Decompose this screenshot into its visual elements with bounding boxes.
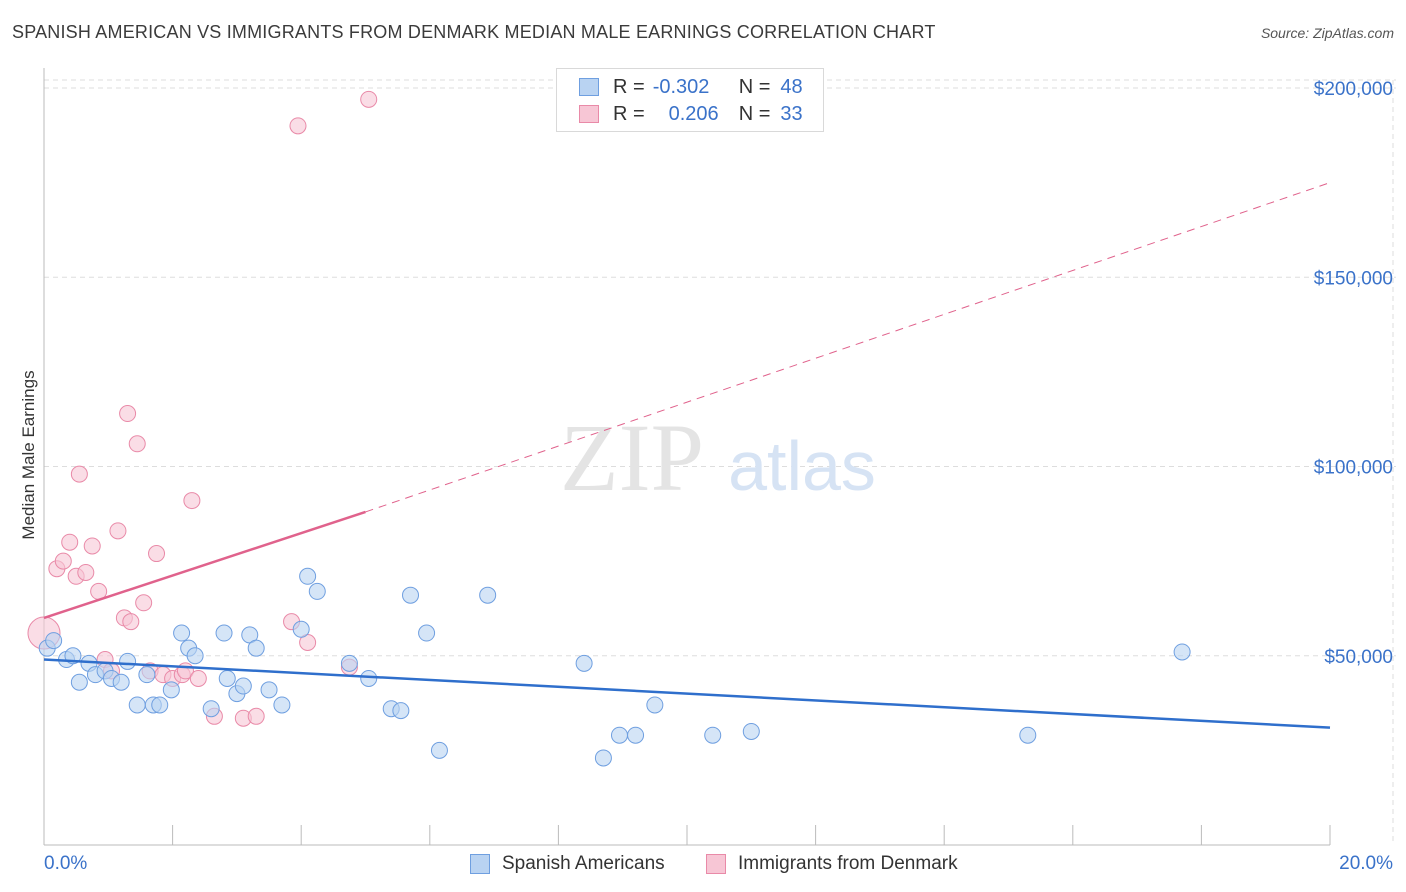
point-spanish-americans bbox=[646, 696, 664, 714]
point-spanish-americans bbox=[151, 696, 169, 714]
point-spanish-americans bbox=[479, 586, 497, 604]
point-spanish-americans bbox=[299, 567, 317, 585]
y-axis-label: Median Male Earnings bbox=[19, 370, 38, 540]
point-immigrants-from-denmark bbox=[289, 117, 307, 135]
point-immigrants-from-denmark bbox=[122, 613, 140, 631]
point-immigrants-from-denmark bbox=[70, 465, 88, 483]
point-spanish-americans bbox=[308, 582, 326, 600]
point-spanish-americans bbox=[173, 624, 191, 642]
point-spanish-americans bbox=[392, 702, 410, 720]
point-spanish-americans bbox=[234, 677, 252, 695]
point-immigrants-from-denmark bbox=[360, 90, 378, 108]
point-spanish-americans bbox=[360, 669, 378, 687]
point-spanish-americans bbox=[119, 652, 137, 670]
trend-lines bbox=[43, 182, 1331, 729]
point-spanish-americans bbox=[340, 654, 358, 672]
point-spanish-americans bbox=[162, 681, 180, 699]
point-immigrants-from-denmark bbox=[83, 537, 101, 555]
point-spanish-americans bbox=[594, 749, 612, 767]
axis-labels: $50,000 $100,000 $150,000 $200,000 0.0% 20.0% bbox=[44, 79, 1393, 874]
chart-title: SPANISH AMERICAN VS IMMIGRANTS FROM DENM… bbox=[12, 22, 936, 42]
point-spanish-americans bbox=[742, 722, 760, 740]
legend-swatch-blue bbox=[579, 78, 599, 96]
legend-row-immigrants-from-denmark: R = 0.206 N = 33 bbox=[579, 102, 803, 126]
watermark-atlas: atlas bbox=[728, 427, 876, 505]
point-immigrants-from-denmark bbox=[109, 522, 127, 540]
trend-line-denmark-extrapolated bbox=[365, 182, 1331, 513]
point-immigrants-from-denmark bbox=[61, 533, 79, 551]
bottom-legend-spanish-americans: Spanish Americans bbox=[470, 852, 665, 876]
legend-r-label: R = bbox=[613, 102, 645, 125]
legend-r-value: 0.206 bbox=[668, 102, 719, 125]
point-spanish-americans bbox=[1173, 643, 1191, 661]
axes bbox=[43, 68, 1331, 846]
bottom-legend-label: Immigrants from Denmark bbox=[738, 853, 958, 874]
point-spanish-americans bbox=[70, 673, 88, 691]
point-immigrants-from-denmark bbox=[119, 405, 137, 423]
y-tick-label: $150,000 bbox=[1314, 268, 1393, 289]
x-tick-label-min: 0.0% bbox=[44, 853, 87, 874]
point-spanish-americans bbox=[273, 696, 291, 714]
stats-legend: R = -0.302 N = 48 R = 0.206 N = 33 bbox=[556, 68, 824, 132]
point-spanish-americans bbox=[627, 726, 645, 744]
y-tick-label: $200,000 bbox=[1314, 79, 1393, 100]
point-spanish-americans bbox=[128, 696, 146, 714]
point-spanish-americans bbox=[202, 700, 220, 718]
point-spanish-americans bbox=[138, 666, 156, 684]
point-spanish-americans bbox=[1019, 726, 1037, 744]
point-spanish-americans bbox=[112, 673, 130, 691]
point-spanish-americans bbox=[45, 632, 63, 650]
point-spanish-americans bbox=[218, 669, 236, 687]
x-tick-label-max: 20.0% bbox=[1339, 853, 1393, 874]
trend-line-immigrants-from-denmark bbox=[43, 510, 366, 620]
series-immigrants-from-denmark bbox=[27, 90, 378, 727]
point-immigrants-from-denmark bbox=[183, 492, 201, 510]
point-immigrants-from-denmark bbox=[135, 594, 153, 612]
point-spanish-americans bbox=[402, 586, 420, 604]
legend-n-label: N = bbox=[738, 102, 771, 125]
point-spanish-americans bbox=[610, 726, 628, 744]
point-spanish-americans bbox=[247, 639, 265, 657]
point-spanish-americans bbox=[575, 654, 593, 672]
point-spanish-americans bbox=[418, 624, 436, 642]
source-label: Source: ZipAtlas.com bbox=[1260, 25, 1394, 41]
legend-swatch-pink bbox=[579, 105, 599, 123]
point-immigrants-from-denmark bbox=[148, 545, 166, 563]
series-spanish-americans bbox=[38, 567, 1191, 767]
watermark-zip: ZIP bbox=[560, 404, 704, 511]
point-spanish-americans bbox=[215, 624, 233, 642]
legend-r-label: R = bbox=[613, 75, 645, 98]
legend-r-value: -0.302 bbox=[652, 75, 710, 98]
bottom-legend-swatch-pink bbox=[706, 854, 726, 874]
bottom-legend-label: Spanish Americans bbox=[502, 853, 665, 874]
point-immigrants-from-denmark bbox=[128, 435, 146, 453]
point-spanish-americans bbox=[704, 726, 722, 744]
bottom-legend-immigrants-from-denmark: Immigrants from Denmark bbox=[706, 852, 958, 876]
point-spanish-americans bbox=[292, 620, 310, 638]
point-immigrants-from-denmark bbox=[189, 669, 207, 687]
legend-n-value: 48 bbox=[780, 75, 803, 98]
point-immigrants-from-denmark bbox=[247, 707, 265, 725]
grid-lines bbox=[44, 79, 1396, 845]
point-immigrants-from-denmark bbox=[77, 563, 95, 581]
point-spanish-americans bbox=[430, 741, 448, 759]
legend-n-label: N = bbox=[738, 75, 771, 98]
point-immigrants-from-denmark bbox=[54, 552, 72, 570]
y-tick-label: $100,000 bbox=[1314, 458, 1393, 479]
y-tick-label: $50,000 bbox=[1324, 647, 1393, 668]
trend-line-spanish-americans bbox=[43, 658, 1331, 729]
point-spanish-americans bbox=[260, 681, 278, 699]
watermark: ZIP atlas bbox=[560, 404, 876, 511]
legend-row-spanish-americans: R = -0.302 N = 48 bbox=[579, 75, 803, 99]
bottom-legend-swatch-blue bbox=[470, 854, 490, 874]
legend-n-value: 33 bbox=[780, 102, 803, 125]
point-spanish-americans bbox=[186, 647, 204, 665]
